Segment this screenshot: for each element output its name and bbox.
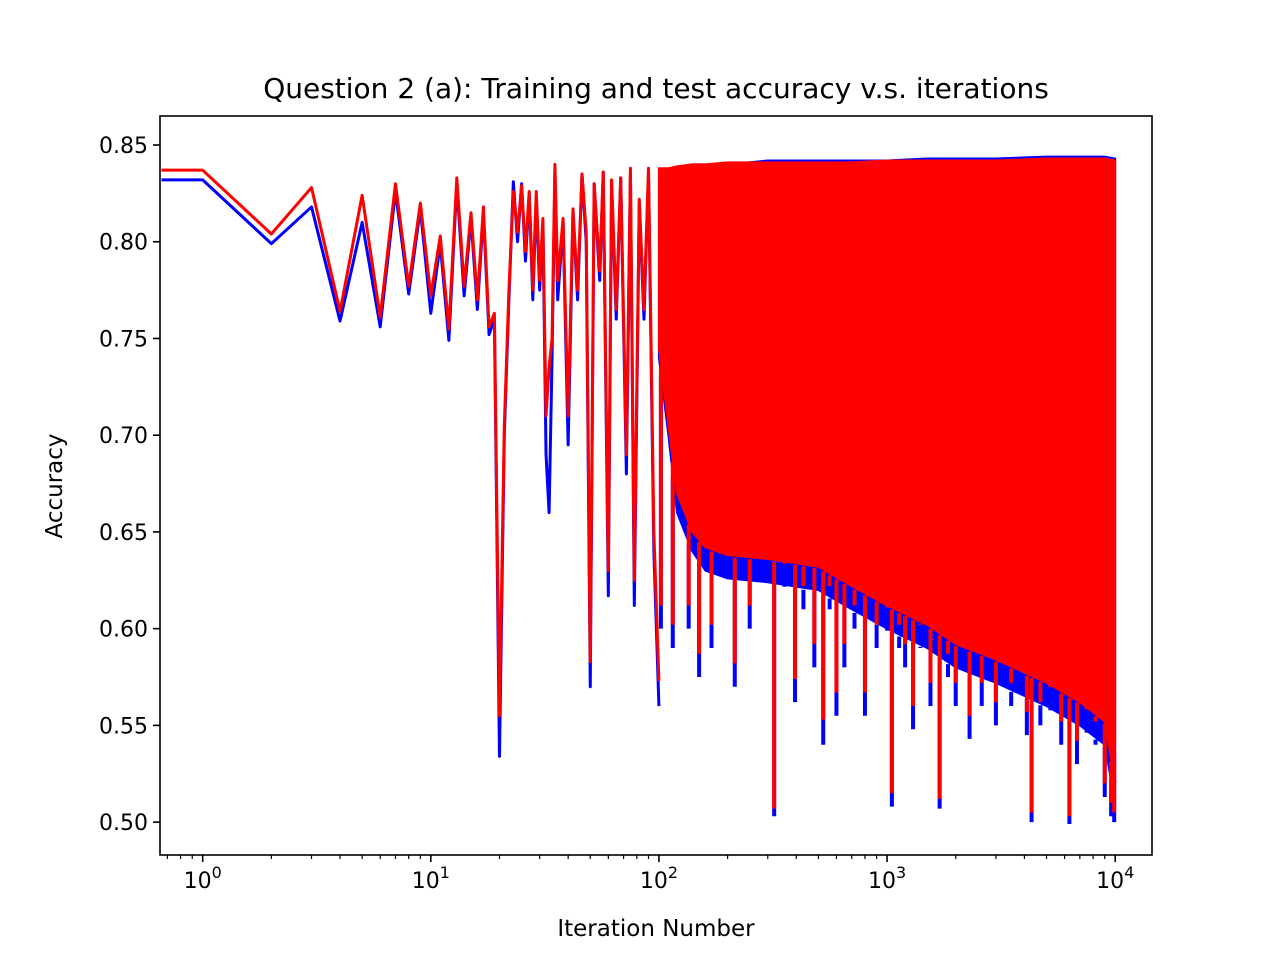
y-tick-label: 0.50	[99, 811, 148, 836]
x-tick-label: 102	[640, 863, 678, 894]
y-axis: 0.50 0.55 0.60 0.65 0.70 0.75 0.80 0.85	[99, 134, 160, 836]
x-tick-label: 103	[868, 863, 906, 894]
series-layer	[161, 155, 1117, 825]
chart-title: Question 2 (a): Training and test accura…	[263, 72, 1049, 105]
y-tick-label: 0.85	[99, 134, 148, 159]
series-red	[161, 157, 1117, 817]
y-tick-label: 0.55	[99, 714, 148, 739]
plot-frame	[159, 115, 1153, 856]
x-axis-label: Iteration Number	[557, 916, 755, 942]
y-tick-label: 0.65	[99, 521, 148, 546]
x-tick-label: 101	[412, 863, 450, 894]
x-tick-label: 104	[1096, 863, 1134, 894]
x-tick-label: 100	[184, 863, 222, 894]
y-tick-label: 0.75	[99, 327, 148, 352]
y-axis-label: Accuracy	[42, 433, 68, 538]
y-tick-label: 0.80	[99, 231, 148, 256]
x-axis: 100 101 102 103 104	[166, 855, 1134, 894]
y-tick-label: 0.60	[99, 618, 148, 643]
y-tick-label: 0.70	[99, 424, 148, 449]
series-line	[161, 162, 661, 718]
